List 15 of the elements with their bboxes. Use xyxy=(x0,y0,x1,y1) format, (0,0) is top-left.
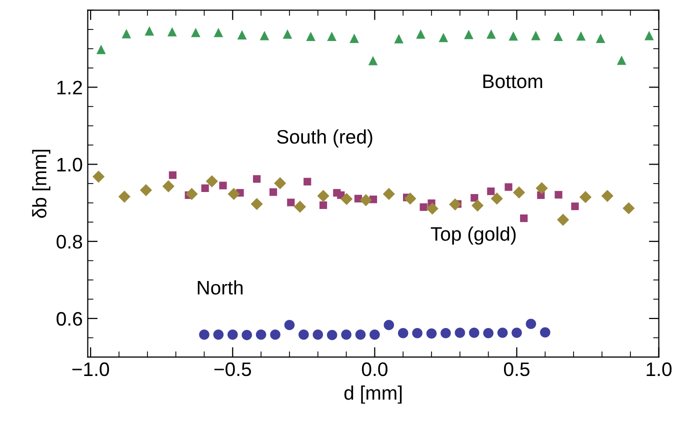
y-axis-title: δb [mm] xyxy=(32,150,50,218)
x-axis-title: d [mm] xyxy=(344,386,402,404)
y-tick-label: 1.2 xyxy=(57,80,82,94)
x-tick-label: −0.5 xyxy=(214,362,252,376)
y-tick-label: 1.0 xyxy=(57,158,82,172)
series-label: North xyxy=(198,280,243,295)
x-tick-label: 0.5 xyxy=(504,362,530,376)
y-tick-label: 0.6 xyxy=(56,312,82,326)
y-tick-label: 0.8 xyxy=(56,234,82,249)
series-label: Top (gold) xyxy=(430,226,516,245)
x-tick-label: −1.0 xyxy=(72,362,110,376)
x-tick-label: 1.0 xyxy=(646,362,672,376)
x-tick-label: 0.0 xyxy=(362,362,388,376)
series-label: Bottom xyxy=(483,74,542,88)
series-label: South (red) xyxy=(277,129,372,148)
